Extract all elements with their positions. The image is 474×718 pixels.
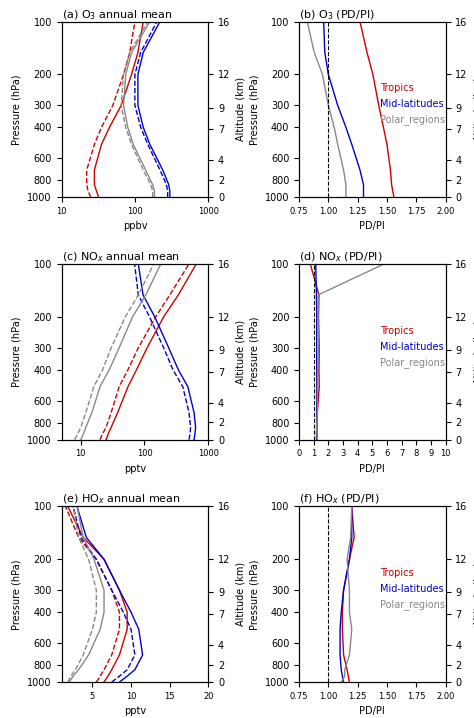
- Y-axis label: Altitude (km): Altitude (km): [236, 78, 246, 141]
- Y-axis label: Altitude (km): Altitude (km): [473, 562, 474, 626]
- X-axis label: ppbv: ppbv: [123, 221, 147, 231]
- Y-axis label: Pressure (hPa): Pressure (hPa): [249, 559, 259, 630]
- Text: (a) O$_3$ annual mean: (a) O$_3$ annual mean: [62, 8, 173, 22]
- Text: (e) HO$_x$ annual mean: (e) HO$_x$ annual mean: [62, 493, 181, 506]
- Text: Polar_regions: Polar_regions: [380, 600, 445, 610]
- Text: Mid-latitudes: Mid-latitudes: [380, 99, 443, 109]
- Text: Tropics: Tropics: [380, 326, 413, 336]
- Text: Polar_regions: Polar_regions: [380, 114, 445, 126]
- X-axis label: PD/PI: PD/PI: [359, 464, 385, 474]
- Y-axis label: Pressure (hPa): Pressure (hPa): [12, 317, 22, 387]
- X-axis label: pptv: pptv: [124, 707, 146, 717]
- Y-axis label: Pressure (hPa): Pressure (hPa): [249, 74, 259, 144]
- Text: (d) NO$_x$ (PD/PI): (d) NO$_x$ (PD/PI): [299, 251, 383, 264]
- Text: (f) HO$_x$ (PD/PI): (f) HO$_x$ (PD/PI): [299, 493, 380, 506]
- Text: Mid-latitudes: Mid-latitudes: [380, 584, 443, 594]
- Y-axis label: Altitude (km): Altitude (km): [236, 320, 246, 384]
- Y-axis label: Pressure (hPa): Pressure (hPa): [12, 559, 22, 630]
- Y-axis label: Pressure (hPa): Pressure (hPa): [12, 74, 22, 144]
- Y-axis label: Pressure (hPa): Pressure (hPa): [249, 317, 259, 387]
- Text: Tropics: Tropics: [380, 83, 413, 93]
- Y-axis label: Altitude (km): Altitude (km): [473, 320, 474, 384]
- X-axis label: PD/PI: PD/PI: [359, 221, 385, 231]
- X-axis label: PD/PI: PD/PI: [359, 707, 385, 717]
- Text: Tropics: Tropics: [380, 568, 413, 578]
- Text: (c) NO$_x$ annual mean: (c) NO$_x$ annual mean: [62, 251, 180, 264]
- Y-axis label: Altitude (km): Altitude (km): [236, 562, 246, 626]
- Text: Polar_regions: Polar_regions: [380, 357, 445, 368]
- Text: Mid-latitudes: Mid-latitudes: [380, 342, 443, 352]
- Y-axis label: Altitude (km): Altitude (km): [473, 78, 474, 141]
- Text: (b) O$_3$ (PD/PI): (b) O$_3$ (PD/PI): [299, 8, 375, 22]
- X-axis label: pptv: pptv: [124, 464, 146, 474]
